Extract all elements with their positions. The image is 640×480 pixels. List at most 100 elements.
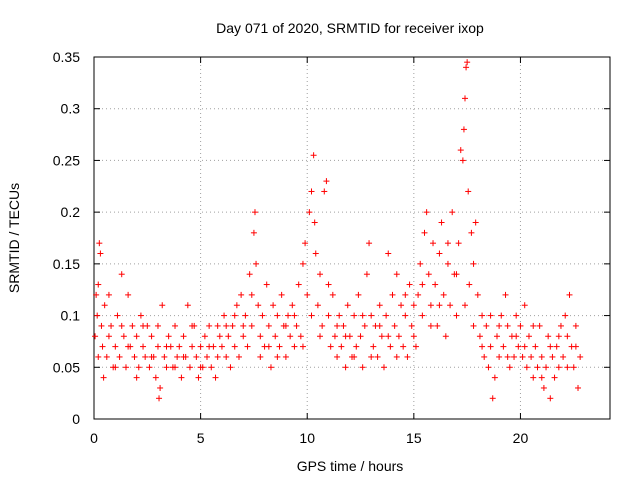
data-point — [521, 302, 528, 309]
data-point — [447, 302, 454, 309]
data-point — [513, 312, 520, 319]
data-point — [538, 353, 545, 360]
data-point — [238, 291, 245, 298]
data-point — [402, 312, 409, 319]
data-point — [496, 353, 503, 360]
data-point — [513, 333, 520, 340]
data-point — [485, 364, 492, 371]
data-point — [547, 343, 554, 350]
data-point — [393, 271, 400, 278]
data-point — [265, 343, 272, 350]
data-point — [116, 353, 123, 360]
data-point — [380, 364, 387, 371]
data-point — [112, 364, 119, 371]
data-point — [165, 333, 172, 340]
data-point — [361, 322, 368, 329]
data-point — [351, 353, 358, 360]
data-point — [498, 312, 505, 319]
data-point — [427, 322, 434, 329]
data-point — [363, 271, 370, 278]
data-point — [135, 364, 142, 371]
x-tick-label: 15 — [406, 430, 422, 446]
data-point — [251, 209, 258, 216]
data-point — [557, 322, 564, 329]
data-point — [259, 312, 266, 319]
data-point — [329, 291, 336, 298]
data-point — [180, 353, 187, 360]
data-point — [274, 353, 281, 360]
data-point — [468, 229, 475, 236]
data-point — [511, 353, 518, 360]
data-point — [417, 260, 424, 267]
data-point — [344, 302, 351, 309]
data-point — [114, 312, 121, 319]
data-point — [366, 240, 373, 247]
data-point — [108, 322, 115, 329]
data-point — [402, 291, 409, 298]
data-point — [216, 333, 223, 340]
data-point — [395, 333, 402, 340]
data-point — [317, 271, 324, 278]
data-point — [387, 343, 394, 350]
data-point — [538, 374, 545, 381]
data-point — [351, 312, 358, 319]
data-point — [570, 364, 577, 371]
data-point — [444, 240, 451, 247]
data-point — [189, 343, 196, 350]
data-point — [493, 333, 500, 340]
data-point — [197, 343, 204, 350]
data-point — [391, 322, 398, 329]
data-point — [231, 312, 238, 319]
x-tick-label: 10 — [299, 430, 315, 446]
data-point — [289, 302, 296, 309]
data-point — [93, 291, 100, 298]
data-point — [100, 374, 107, 381]
data-point — [201, 333, 208, 340]
data-point — [342, 364, 349, 371]
data-point — [506, 364, 513, 371]
data-point — [319, 322, 326, 329]
data-point — [430, 240, 437, 247]
data-point — [291, 312, 298, 319]
data-point — [479, 312, 486, 319]
data-point — [376, 302, 383, 309]
data-point — [92, 333, 99, 340]
data-point — [383, 312, 390, 319]
data-point — [235, 353, 242, 360]
chart-title: Day 071 of 2020, SRMTID for receiver ixo… — [216, 20, 484, 36]
data-point — [120, 333, 127, 340]
data-point — [287, 333, 294, 340]
data-point — [312, 250, 319, 257]
data-point — [193, 353, 200, 360]
x-axis-title: GPS time / hours — [297, 458, 404, 474]
data-point — [334, 353, 341, 360]
data-point — [99, 343, 106, 350]
y-tick-label: 0.2 — [61, 204, 81, 220]
data-point — [436, 302, 443, 309]
data-point — [274, 312, 281, 319]
data-point — [206, 322, 213, 329]
data-point — [152, 374, 159, 381]
data-point — [404, 353, 411, 360]
data-point — [331, 333, 338, 340]
data-point — [229, 322, 236, 329]
data-point — [233, 302, 240, 309]
data-point — [325, 281, 332, 288]
data-point — [285, 312, 292, 319]
data-point — [425, 271, 432, 278]
data-point — [572, 343, 579, 350]
data-point — [317, 333, 324, 340]
data-point — [221, 312, 228, 319]
data-point — [267, 364, 274, 371]
data-point — [470, 260, 477, 267]
data-point — [355, 291, 362, 298]
data-point — [385, 250, 392, 257]
data-point — [140, 322, 147, 329]
data-point — [214, 322, 221, 329]
data-point — [304, 291, 311, 298]
data-point — [519, 353, 526, 360]
data-point — [242, 312, 249, 319]
data-point — [180, 333, 187, 340]
y-tick-label: 0.25 — [53, 152, 80, 168]
data-point — [112, 343, 119, 350]
